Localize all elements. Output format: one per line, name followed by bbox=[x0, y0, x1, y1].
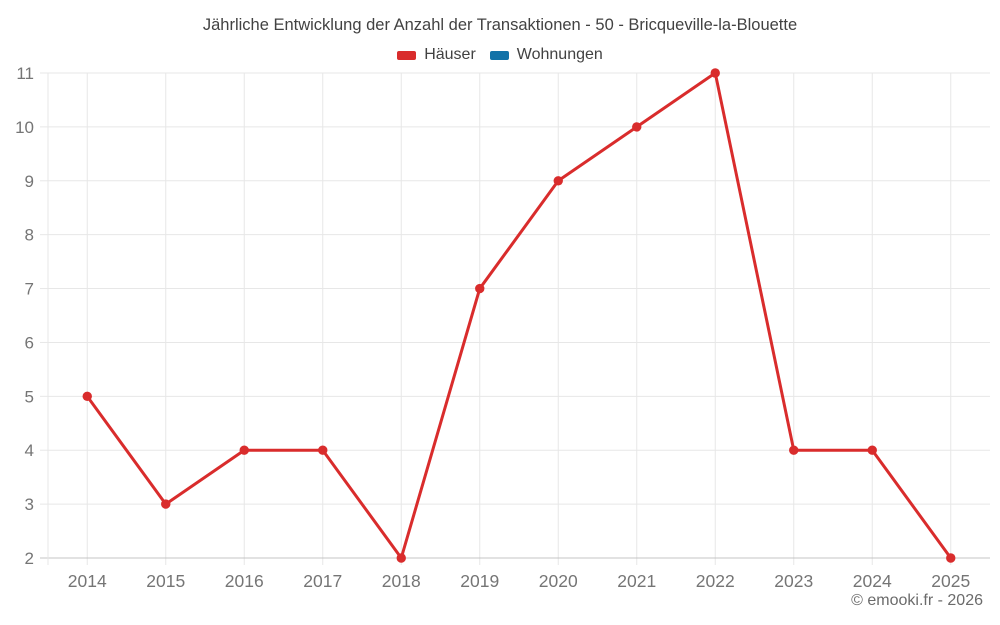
y-tick-label: 7 bbox=[25, 280, 34, 299]
legend-label-hauser: Häuser bbox=[424, 46, 476, 63]
y-tick-label: 8 bbox=[25, 226, 34, 245]
data-point-hauser-2020 bbox=[553, 176, 563, 186]
legend-swatch-wohnungen bbox=[489, 50, 509, 60]
data-point-hauser-2014 bbox=[82, 391, 92, 402]
x-tick-label: 2017 bbox=[303, 571, 342, 591]
x-tick-label: 2020 bbox=[539, 571, 578, 591]
y-tick-label: 4 bbox=[25, 441, 34, 460]
copyright-credit: © emooki.fr - 2026 bbox=[851, 592, 983, 609]
legend-swatch-hauser bbox=[397, 50, 417, 60]
x-tick-label: 2024 bbox=[853, 571, 892, 591]
data-point-hauser-2019 bbox=[475, 283, 485, 294]
data-point-hauser-2024 bbox=[867, 445, 877, 455]
data-point-hauser-2018 bbox=[396, 553, 406, 563]
data-point-hauser-2021 bbox=[632, 122, 642, 132]
y-tick-label: 11 bbox=[16, 64, 34, 83]
y-tick-label: 6 bbox=[25, 333, 34, 352]
y-tick-label: 10 bbox=[15, 118, 34, 137]
x-tick-label: 2014 bbox=[68, 571, 107, 591]
chart-legend: Häuser Wohnungen bbox=[0, 46, 1000, 64]
x-tick-label: 2018 bbox=[382, 571, 421, 591]
chart-title: Jährliche Entwicklung der Anzahl der Tra… bbox=[202, 16, 798, 34]
legend-label-wohnungen: Wohnungen bbox=[516, 46, 603, 63]
data-point-hauser-2017 bbox=[318, 445, 328, 455]
data-point-hauser-2025 bbox=[946, 553, 956, 563]
data-point-hauser-2015 bbox=[161, 499, 171, 509]
data-point-hauser-2023 bbox=[789, 445, 799, 455]
y-tick-label: 5 bbox=[25, 387, 34, 406]
x-tick-label: 2025 bbox=[931, 571, 970, 591]
x-tick-label: 2015 bbox=[146, 571, 185, 591]
series-line-hauser bbox=[85, 71, 953, 560]
y-tick-label: 2 bbox=[25, 549, 34, 568]
x-tick-label: 2023 bbox=[774, 571, 813, 591]
x-tick-label: 2021 bbox=[617, 571, 656, 591]
data-point-hauser-2022 bbox=[710, 68, 720, 78]
x-tick-label: 2016 bbox=[225, 571, 264, 591]
y-tick-label: 3 bbox=[25, 495, 34, 514]
y-tick-label: 9 bbox=[25, 172, 34, 191]
data-point-hauser-2016 bbox=[239, 445, 249, 455]
legend-item-wohnungen[interactable]: Wohnungen bbox=[489, 46, 603, 64]
x-tick-label: 2022 bbox=[696, 571, 735, 591]
x-tick-label: 2019 bbox=[460, 571, 499, 591]
legend-item-hauser[interactable]: Häuser bbox=[397, 46, 476, 64]
